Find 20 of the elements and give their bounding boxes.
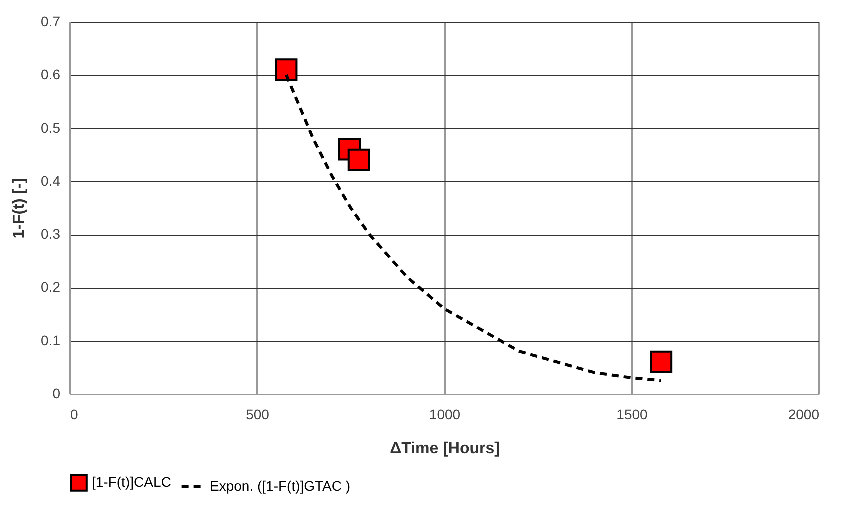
y-tick-label: 0.5 — [41, 120, 61, 136]
x-tick-label: 1500 — [616, 406, 648, 422]
y-tick-label: 0.1 — [41, 332, 61, 348]
x-axis-title: ΔTime [Hours] — [390, 440, 500, 458]
point — [275, 58, 298, 82]
point — [650, 350, 673, 374]
x-tick-label: 1000 — [429, 406, 461, 422]
y-tick-label: 0 — [52, 386, 61, 402]
y-tick-label: 0.6 — [41, 66, 61, 83]
y-tick-label: 0.2 — [41, 279, 61, 296]
x-tick-label: 2000 — [788, 406, 820, 422]
legend-label: [1-F(t)]CALC — [92, 474, 172, 490]
x-tick-label: 0 — [70, 406, 78, 422]
point — [348, 148, 370, 172]
y-tick-label: 0.7 — [41, 14, 61, 30]
y-tick-label: 0.4 — [41, 172, 61, 189]
x-tick-label: 500 — [246, 406, 270, 422]
y-axis-title: 1-F(t) [-] — [11, 178, 28, 239]
legend-label: Expon. ([1-F(t)]GTAC ) — [210, 478, 351, 494]
y-tick-label: 0.3 — [41, 226, 61, 242]
